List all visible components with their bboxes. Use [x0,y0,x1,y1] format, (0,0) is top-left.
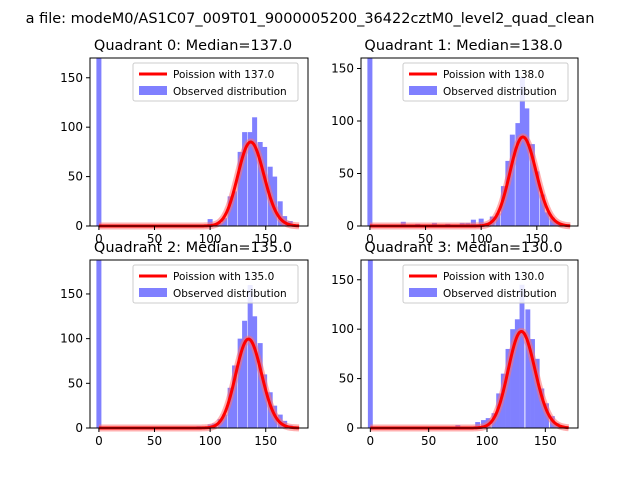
observed-bar [257,343,263,428]
legend-observed-label: Observed distribution [173,86,287,98]
quadrant-3-panel: 0 50 100 150 0 50 100 150 Quadrant 3: Median=130… [331,240,579,448]
quadrant-1-title: Quadrant 1: Median=138.0 [364,38,562,54]
legend-box [402,62,569,102]
x-tick-label: 150 [254,232,277,246]
y-tick-label: 150 [60,287,83,301]
observed-bar [96,260,102,428]
legend-box [402,264,569,304]
observed-bar [509,134,515,226]
y-tick-label: 150 [331,62,354,76]
observed-bar [237,338,243,428]
figure-suptitle: a file: modeM0/AS1C07_009T01_9000005200_… [26,11,595,27]
observed-bar [247,285,253,428]
legend-observed-swatch [409,86,437,95]
x-tick-label: 50 [147,232,162,246]
x-tick-label: 0 [366,232,374,246]
observed-bar [525,309,531,428]
observed-bar [515,123,521,226]
quadrant-3-title: Quadrant 3: Median=130.0 [364,240,562,256]
x-tick-label: 50 [418,232,433,246]
y-tick-label: 50 [339,372,354,386]
observed-bar [524,108,530,226]
observed-bar [510,329,516,428]
quadrant-1-panel: 0 50 100 150 0 50 100 150 Quadrant 1: Median=138… [331,38,579,246]
observed-bar [232,365,238,428]
axes-frame [89,259,309,429]
quadrant-0-panel: 0 50 100 150 0 50 100 150 Quadrant 0: Median=137… [60,38,309,246]
x-tick-label: 0 [95,232,103,246]
x-tick-label: 50 [421,434,436,448]
y-tick-label: 50 [339,167,354,181]
quadrant-2-panel: 0 50 100 150 0 50 100 150 Quadrant 2: Median=135… [60,240,309,448]
x-tick-label: 50 [147,434,162,448]
legend-poisson-label: Poission with 138.0 [443,69,544,81]
y-tick-label: 0 [75,219,83,233]
legend-poisson-label: Poission with 130.0 [443,271,544,283]
y-tick-label: 100 [331,322,354,336]
observed-bar [534,171,540,226]
observed-bar [534,358,540,428]
legend-poisson-label: Poission with 135.0 [173,271,274,283]
y-tick-label: 50 [68,170,83,184]
observed-bar [539,194,545,226]
observed-bar [252,117,258,226]
x-tick-label: 150 [525,232,548,246]
legend-observed-label: Observed distribution [443,288,557,300]
x-tick-label: 100 [476,434,499,448]
observed-bar [262,374,268,428]
legend-poisson-label: Poission with 137.0 [173,69,274,81]
observed-bar [242,132,248,226]
y-tick-label: 100 [60,332,83,346]
legend-observed-label: Observed distribution [443,86,557,98]
legend-box [132,264,299,304]
x-tick-label: 100 [199,232,222,246]
observed-bar [367,260,373,428]
observed-bar [237,151,243,226]
axes-frame [360,259,579,429]
observed-bar [367,58,373,226]
observed-bar [544,212,550,226]
observed-bar [232,191,238,226]
observed-bar [96,58,102,226]
axes-frame [89,57,309,227]
x-tick-label: 150 [534,434,557,448]
y-tick-label: 150 [60,71,83,85]
y-tick-label: 100 [331,114,354,128]
observed-bar [252,316,258,428]
observed-bar [519,76,525,227]
observed-bar [519,284,525,428]
y-tick-label: 100 [60,120,83,134]
quadrant-0-title: Quadrant 0: Median=137.0 [94,38,292,54]
observed-bar [242,320,248,428]
axes-frame [360,57,579,227]
y-tick-label: 0 [346,219,354,233]
x-tick-label: 100 [199,434,222,448]
legend-observed-swatch [139,86,167,95]
x-tick-label: 150 [254,434,277,448]
observed-bar [530,339,535,428]
legend-observed-swatch [409,288,437,297]
legend-observed-label: Observed distribution [173,288,287,300]
observed-bar [222,414,228,428]
observed-bar [514,319,520,428]
observed-bar [529,144,535,226]
observed-bar [247,132,253,226]
x-tick-label: 0 [95,434,103,448]
y-tick-label: 0 [346,421,354,435]
y-tick-label: 0 [75,421,83,435]
observed-bar [539,388,545,428]
quadrant-2-title: Quadrant 2: Median=135.0 [94,240,292,256]
x-tick-label: 100 [470,232,493,246]
y-tick-label: 150 [331,273,354,287]
legend-box [132,62,299,102]
y-tick-label: 50 [68,376,83,390]
observed-bar [257,142,263,226]
observed-bar [505,348,511,428]
legend-observed-swatch [139,288,167,297]
x-tick-label: 0 [367,434,375,448]
